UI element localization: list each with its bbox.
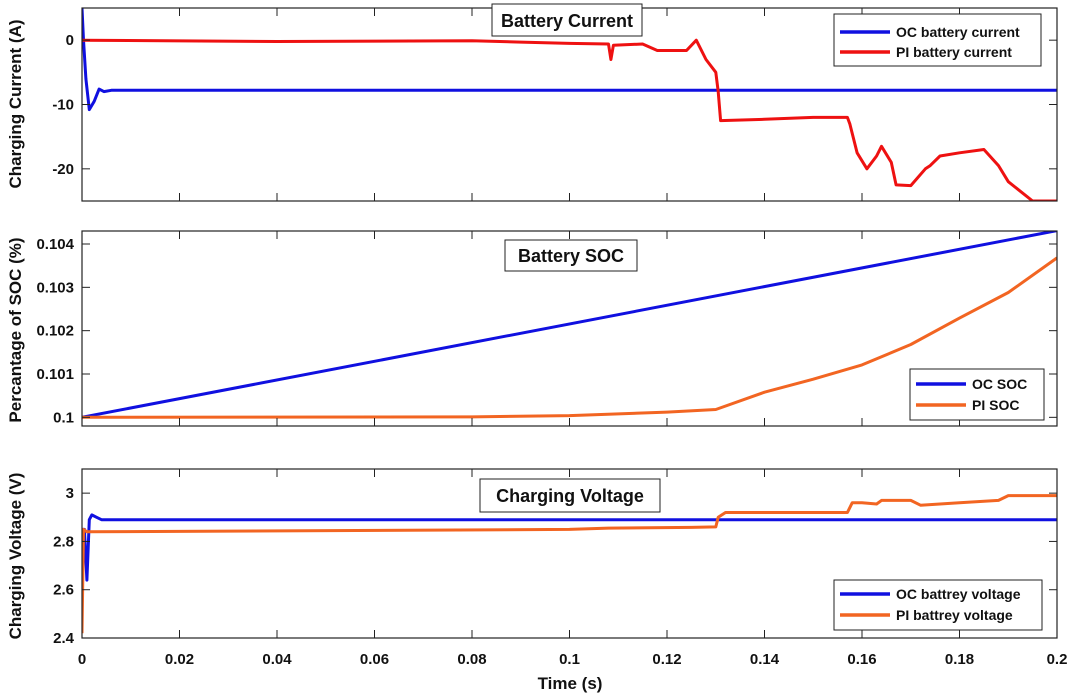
soc-x-ticks bbox=[81, 231, 1058, 426]
x-tick-label: 0.2 bbox=[1047, 651, 1068, 668]
x-tick-label: 0 bbox=[78, 651, 86, 668]
panel-charging-voltage: 2.4 2.6 2.8 3 Charging Voltage (V) Charging… bbox=[6, 468, 1058, 647]
soc-series-pi-line bbox=[82, 256, 1057, 419]
current-legend: OC battery current PI battery current bbox=[833, 13, 1042, 67]
soc-y-tick-label: 0.103 bbox=[36, 279, 74, 296]
x-tick-label: 0.08 bbox=[457, 651, 486, 668]
voltage-chart-title: Charging Voltage bbox=[496, 486, 644, 506]
current-chart-title: Battery Current bbox=[501, 11, 633, 31]
current-series-oc-line bbox=[82, 8, 1057, 112]
voltage-title-box: Charging Voltage bbox=[479, 478, 661, 513]
voltage-y-tick-label: 2.8 bbox=[53, 533, 74, 550]
x-tick-label: 0.12 bbox=[652, 651, 681, 668]
legend-label-pi-soc: PI SOC bbox=[972, 397, 1019, 413]
legend-label-oc-voltage: OC battrey voltage bbox=[896, 586, 1021, 602]
x-tick-label: 0.18 bbox=[945, 651, 974, 668]
x-tick-labels: 0 0.02 0.04 0.06 0.08 0.1 0.12 0.14 0.16 0.18 0.2 bbox=[78, 651, 1068, 668]
soc-chart-title: Battery SOC bbox=[518, 246, 624, 266]
soc-y-tick-label: 0.104 bbox=[36, 236, 74, 253]
voltage-series-pi-line bbox=[82, 494, 1057, 634]
current-series-pi-line bbox=[82, 38, 1057, 201]
soc-legend: OC SOC PI SOC bbox=[909, 368, 1045, 421]
panel-battery-soc: 0.1 0.101 0.102 0.103 0.104 Percantage of SO… bbox=[6, 230, 1058, 427]
current-y-tick-label: 0 bbox=[66, 32, 74, 49]
current-y-tick-label: -10 bbox=[52, 97, 74, 114]
legend-label-oc-current: OC battery current bbox=[896, 24, 1020, 40]
x-tick-label: 0.04 bbox=[262, 651, 292, 668]
soc-y-tick-label: 0.101 bbox=[36, 366, 74, 383]
voltage-y-tick-label: 2.4 bbox=[53, 630, 75, 647]
x-tick-label: 0.16 bbox=[847, 651, 876, 668]
x-tick-label: 0.06 bbox=[360, 651, 389, 668]
x-axis-label: Time (s) bbox=[538, 674, 603, 693]
current-y-ticks: -20 -10 0 bbox=[52, 32, 1057, 178]
voltage-series-oc-line bbox=[82, 513, 1057, 582]
soc-series-oc-line bbox=[82, 231, 1057, 419]
soc-y-ticks: 0.1 0.101 0.102 0.103 0.104 bbox=[36, 236, 1057, 426]
voltage-y-tick-label: 2.6 bbox=[53, 582, 74, 599]
voltage-x-ticks bbox=[81, 469, 1058, 638]
voltage-y-tick-label: 3 bbox=[66, 485, 74, 502]
current-title-box: Battery Current bbox=[491, 3, 643, 37]
soc-title-box: Battery SOC bbox=[504, 239, 638, 272]
legend-label-oc-soc: OC SOC bbox=[972, 376, 1027, 392]
current-series-group bbox=[82, 8, 1057, 201]
current-y-axis-label: Charging Current (A) bbox=[6, 19, 25, 188]
voltage-series-group bbox=[82, 494, 1057, 634]
current-y-tick-label: -20 bbox=[52, 161, 74, 178]
x-tick-label: 0.1 bbox=[559, 651, 580, 668]
voltage-y-ticks: 2.4 2.6 2.8 3 bbox=[53, 485, 1057, 647]
voltage-legend: OC battrey voltage PI battrey voltage bbox=[833, 579, 1043, 631]
panel-battery-current: -20 -10 0 Charging Current (A) Battery Cur… bbox=[6, 3, 1058, 202]
soc-y-axis-label: Percantage of SOC (%) bbox=[6, 237, 25, 422]
legend-label-pi-current: PI battery current bbox=[896, 44, 1012, 60]
x-tick-label: 0.02 bbox=[165, 651, 194, 668]
soc-y-tick-label: 0.1 bbox=[53, 409, 74, 426]
soc-y-tick-label: 0.102 bbox=[36, 323, 74, 340]
x-tick-label: 0.14 bbox=[750, 651, 780, 668]
legend-label-pi-voltage: PI battrey voltage bbox=[896, 607, 1013, 623]
voltage-y-axis-label: Charging Voltage (V) bbox=[6, 473, 25, 640]
soc-series-group bbox=[82, 231, 1057, 419]
